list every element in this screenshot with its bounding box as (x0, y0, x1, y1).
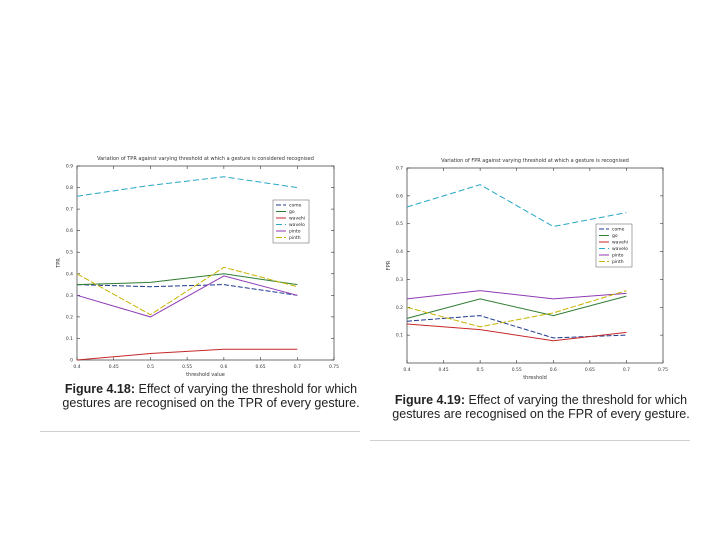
y-tick-label: 0.3 (396, 277, 403, 283)
y-tick-label: 0.7 (66, 207, 73, 213)
x-tick-label: 0.45 (109, 364, 119, 370)
caption-rule (370, 440, 690, 441)
chart-title: Variation of TPR against varying thresho… (97, 156, 314, 162)
plot-frame (406, 167, 664, 364)
x-tick-label: 0.4 (403, 367, 410, 373)
y-tick-label: 0.2 (66, 314, 73, 320)
legend-label-pinth: pinth (612, 259, 624, 265)
series-line-wavelo (406, 184, 627, 228)
legend-label-pinto: pinto (612, 253, 624, 259)
x-tick-label: 0.75 (329, 364, 339, 370)
y-tick-label: 0.4 (66, 271, 73, 277)
x-tick-label: 0.7 (294, 364, 301, 370)
legend-label-pinto: pinto (289, 229, 301, 235)
legend-label-come: come (289, 204, 302, 209)
legend-label-wavehi: wavehi (612, 240, 628, 246)
x-tick-label: 0.6 (220, 364, 227, 370)
legend-label-go: go (289, 210, 295, 215)
series-line-pinth (406, 290, 627, 328)
figure-4-19: Variation of FPR against varying thresho… (370, 150, 700, 445)
y-tick-label: 0 (70, 358, 73, 364)
legend-box (595, 223, 633, 268)
x-axis-label: threshold value (186, 372, 225, 378)
y-tick-label: 0.5 (396, 221, 403, 227)
series-line-pinth (76, 266, 298, 316)
plot-frame (76, 165, 335, 361)
y-axis-label: TPR (56, 258, 62, 269)
legend-label-go: go (612, 234, 618, 239)
legend-label-come: come (612, 228, 625, 233)
legend-box (272, 199, 310, 244)
legend-label-wavelo: wavelo (612, 246, 628, 252)
x-tick-label: 0.75 (658, 367, 668, 373)
y-tick-label: 0.9 (66, 164, 73, 170)
figure-caption-text: Effect of varying the threshold for whic… (392, 393, 690, 421)
chart-title: Variation of FPR against varying thresho… (441, 158, 629, 164)
series-line-wavelo (76, 176, 298, 197)
y-tick-label: 0.7 (396, 166, 403, 172)
series-line-come (76, 284, 298, 296)
x-tick-label: 0.45 (439, 367, 449, 373)
y-tick-label: 0.5 (66, 250, 73, 256)
legend-label-wavelo: wavelo (289, 222, 305, 228)
x-tick-label: 0.6 (550, 367, 557, 373)
x-tick-label: 0.5 (147, 364, 154, 370)
y-tick-label: 0.6 (66, 228, 73, 234)
legend-label-wavehi: wavehi (289, 216, 305, 222)
fpr-line-chart: Variation of FPR against varying thresho… (386, 158, 668, 381)
series-line-pinto (406, 290, 627, 300)
legend-label-pinth: pinth (289, 235, 301, 241)
x-tick-label: 0.7 (623, 367, 630, 373)
x-tick-label: 0.65 (256, 364, 266, 370)
x-tick-label: 0.65 (585, 367, 595, 373)
x-tick-label: 0.5 (477, 367, 484, 373)
figure-caption-text: Effect of varying the threshold for whic… (62, 382, 360, 410)
y-tick-label: 0.6 (396, 193, 403, 199)
y-tick-label: 0.4 (396, 249, 403, 255)
figure-caption: Figure 4.19: Effect of varying the thres… (380, 393, 702, 421)
y-tick-label: 0.1 (66, 336, 73, 342)
series-line-go (406, 295, 627, 319)
x-tick-label: 0.55 (182, 364, 192, 370)
series-line-wavehi (76, 348, 298, 361)
y-tick-label: 0.1 (396, 333, 403, 339)
y-tick-label: 0.2 (396, 305, 403, 311)
series-line-wavehi (406, 323, 627, 342)
y-tick-label: 0.3 (66, 293, 73, 299)
series-line-pinto (76, 275, 298, 318)
y-tick-label: 0.8 (66, 185, 73, 191)
figure-label: Figure 4.18: (64, 382, 136, 396)
caption-rule (40, 431, 360, 432)
x-tick-label: 0.4 (73, 364, 80, 370)
y-axis-label: FPR (386, 260, 392, 270)
figure-caption: Figure 4.18: Effect of varying the thres… (50, 382, 372, 410)
x-tick-label: 0.55 (512, 367, 522, 373)
series-line-go (76, 273, 298, 286)
figure-label: Figure 4.19: (394, 393, 466, 407)
tpr-line-chart: Variation of TPR against varying thresho… (56, 156, 339, 378)
figure-4-18: Variation of TPR against varying thresho… (40, 150, 370, 440)
x-axis-label: threshold (523, 375, 547, 381)
